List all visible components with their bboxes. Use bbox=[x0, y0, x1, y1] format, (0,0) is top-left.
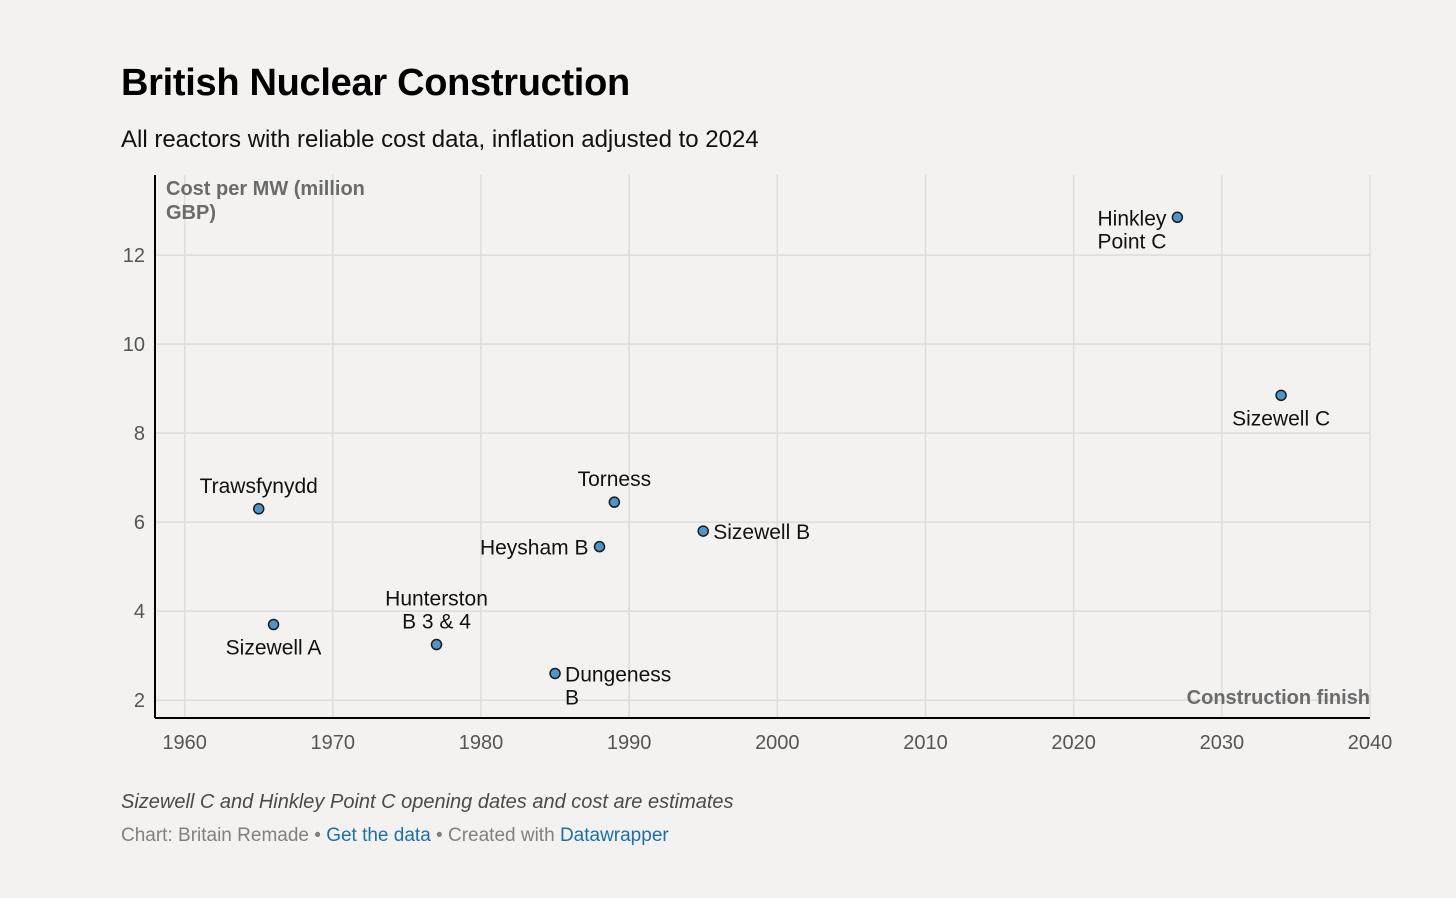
y-tick-label: 12 bbox=[123, 245, 145, 267]
y-tick-label: 2 bbox=[134, 690, 145, 712]
x-tick-label: 2010 bbox=[903, 732, 948, 754]
data-point bbox=[1171, 211, 1184, 224]
x-tick-label: 1970 bbox=[311, 732, 356, 754]
data-point bbox=[1275, 389, 1287, 402]
point-label: Sizewell A bbox=[226, 637, 322, 660]
scatter-chart: 1960 1970 1980 1990 2000 2010 2020 2030 2040 2 4 6 8… bbox=[123, 175, 1393, 754]
y-tick-label: 8 bbox=[134, 423, 145, 445]
point-label: Heysham B bbox=[480, 537, 589, 560]
x-tick-label: 1990 bbox=[607, 732, 652, 754]
x-tick-label: 2020 bbox=[1051, 732, 1096, 754]
y-tick-label: 4 bbox=[134, 601, 145, 623]
x-axis-title: Construction finish bbox=[1187, 687, 1370, 709]
data-point bbox=[697, 525, 709, 537]
x-tick-label: 1960 bbox=[162, 732, 207, 754]
data-point bbox=[252, 503, 265, 515]
x-tick-label: 1980 bbox=[459, 732, 504, 754]
point-label: Hunterston B 3 & 4 bbox=[385, 588, 488, 634]
footer-separator: • bbox=[314, 825, 321, 846]
chart-footer: Chart: Britain Remade • Get the data • C… bbox=[121, 825, 669, 847]
data-point bbox=[593, 540, 606, 553]
data-point bbox=[549, 667, 561, 680]
point-label: Dungeness B bbox=[565, 663, 671, 709]
point-label: Sizewell C bbox=[1232, 407, 1330, 430]
data-point bbox=[608, 496, 621, 508]
get-data-link[interactable]: Get the data bbox=[326, 825, 431, 846]
footer-separator: • bbox=[436, 825, 443, 846]
x-tick-label: 2040 bbox=[1348, 732, 1393, 754]
point-label: Sizewell B bbox=[713, 521, 810, 544]
source-credit: Chart: Britain Remade bbox=[121, 825, 309, 846]
data-point bbox=[430, 638, 443, 651]
created-with-text: Created with bbox=[447, 825, 555, 846]
y-tick-label: 6 bbox=[134, 512, 145, 534]
point-label: Trawsfynydd bbox=[200, 475, 318, 498]
y-tick-label: 10 bbox=[123, 334, 145, 356]
x-tick-label: 2000 bbox=[755, 732, 800, 754]
point-label: Torness bbox=[578, 468, 652, 491]
chart-note: Sizewell C and Hinkley Point C opening d… bbox=[121, 791, 734, 813]
chart-title: British Nuclear Construction bbox=[121, 62, 630, 104]
datawrapper-link[interactable]: Datawrapper bbox=[559, 825, 669, 846]
y-axis-title: Cost per MW (million GBP) bbox=[166, 178, 365, 224]
x-tick-label: 2030 bbox=[1200, 732, 1245, 754]
data-point bbox=[267, 618, 280, 631]
chart-subtitle: All reactors with reliable cost data, in… bbox=[121, 126, 759, 153]
point-label: Hinkley Point C bbox=[1098, 207, 1167, 253]
